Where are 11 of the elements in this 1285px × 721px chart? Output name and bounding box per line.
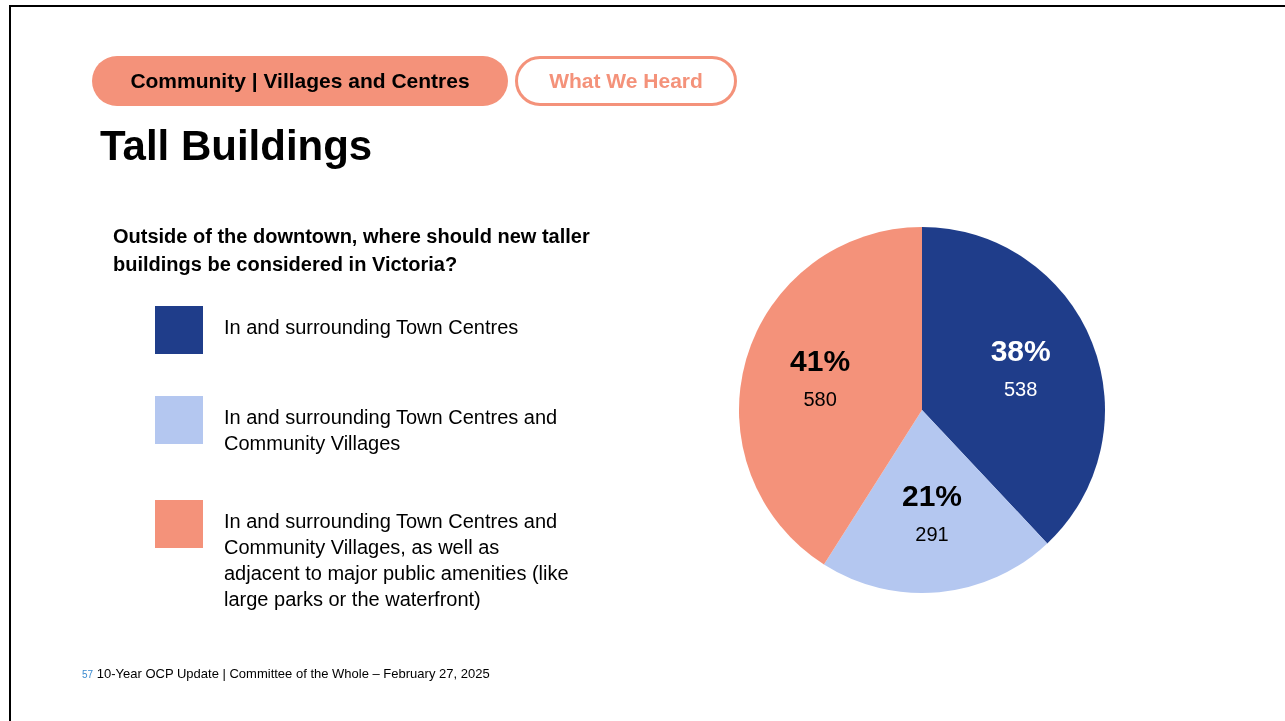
text: Community | Villages and Centres <box>92 56 508 106</box>
chart-title: Tall Buildings <box>100 122 373 170</box>
data-label: 21% 291 <box>901 478 963 546</box>
legend-label: In and surrounding Town Centres and Community Villages, as well as adjacent to major public amenities (like large parks or the waterfront) <box>224 509 570 612</box>
text: 57 10-Year OCP Update | Committee of the Whole – February 27, 2025 <box>82 666 490 681</box>
data-label: 38% 538 <box>990 334 1051 401</box>
legend-label: In and surrounding Town Centres and Community Villages <box>224 405 559 456</box>
text: What We Heard <box>515 56 737 106</box>
legend-label: In and surrounding Town Centres <box>224 315 520 340</box>
text: Outside of the downtown, where should new taller buildings be considered in Victoria? <box>113 224 591 277</box>
data-label: 41% 580 <box>790 343 851 410</box>
